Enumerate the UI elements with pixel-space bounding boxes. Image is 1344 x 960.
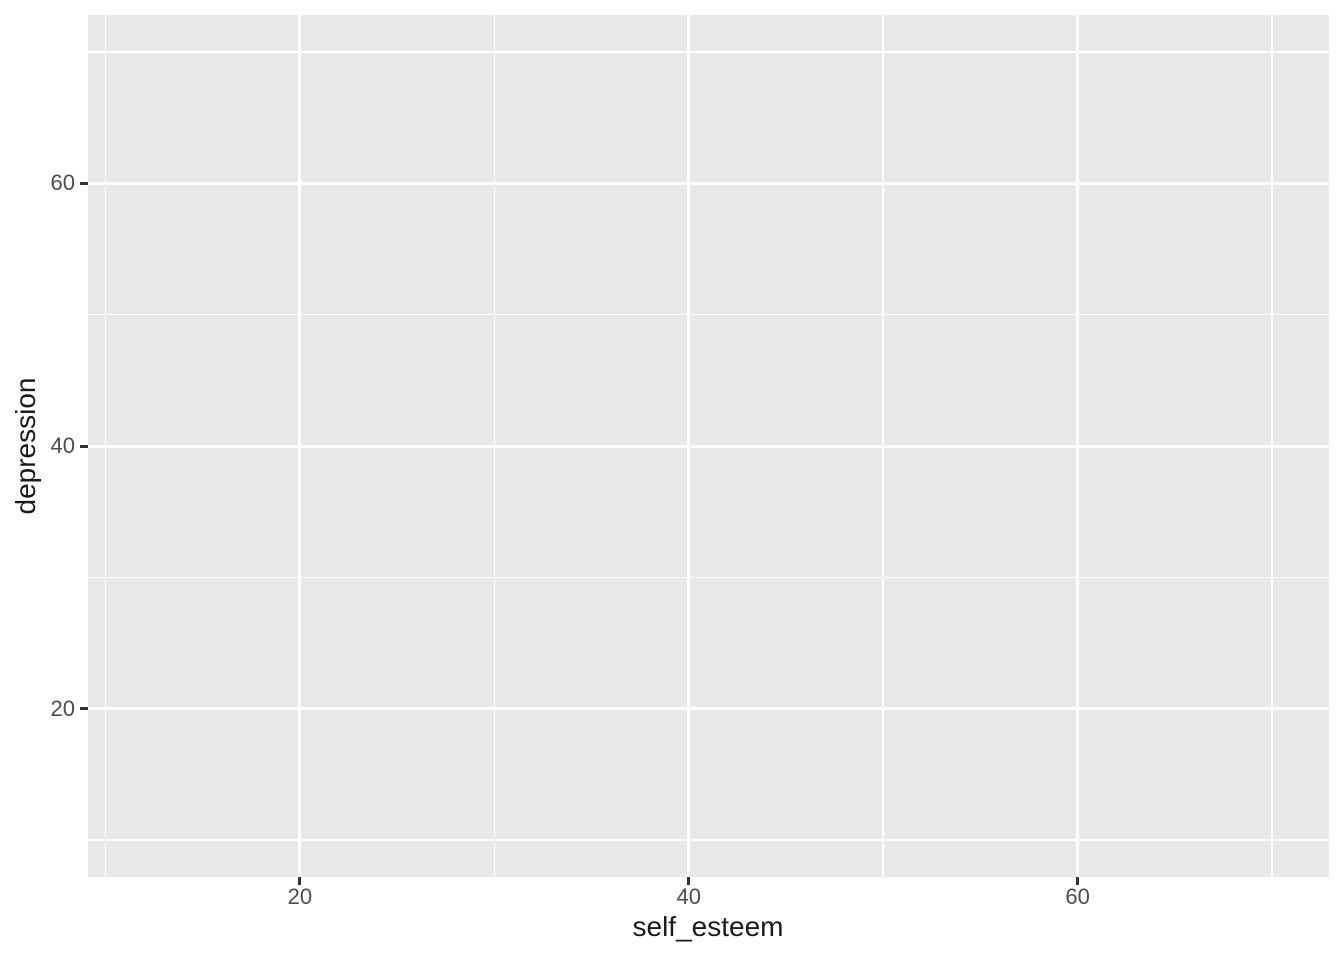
y-tick-mark [80,444,88,448]
y-tick-mark [80,181,88,185]
y-tick-label: 20 [50,695,75,721]
y-tick-label: 60 [50,170,75,196]
y-tick-mark [80,707,88,711]
x-tick-label: 60 [1065,884,1090,909]
x-tick-mark [298,877,302,885]
y-gridline-major [88,444,1329,448]
x-tick-label: 40 [676,884,701,909]
x-tick-mark [1076,877,1080,885]
y-gridline-minor [88,839,1329,841]
x-tick-label: 20 [287,884,313,909]
x-axis-title: self_esteem [632,911,784,942]
x-tick-mark [687,877,691,885]
y-gridline-major [88,181,1329,185]
y-gridline-minor [88,51,1329,53]
y-gridline-minor [88,576,1329,579]
y-tick-label: 40 [50,433,75,458]
y-gridline-major [88,707,1329,711]
y-gridline-minor [88,313,1329,316]
y-axis-title: depression [10,377,41,515]
